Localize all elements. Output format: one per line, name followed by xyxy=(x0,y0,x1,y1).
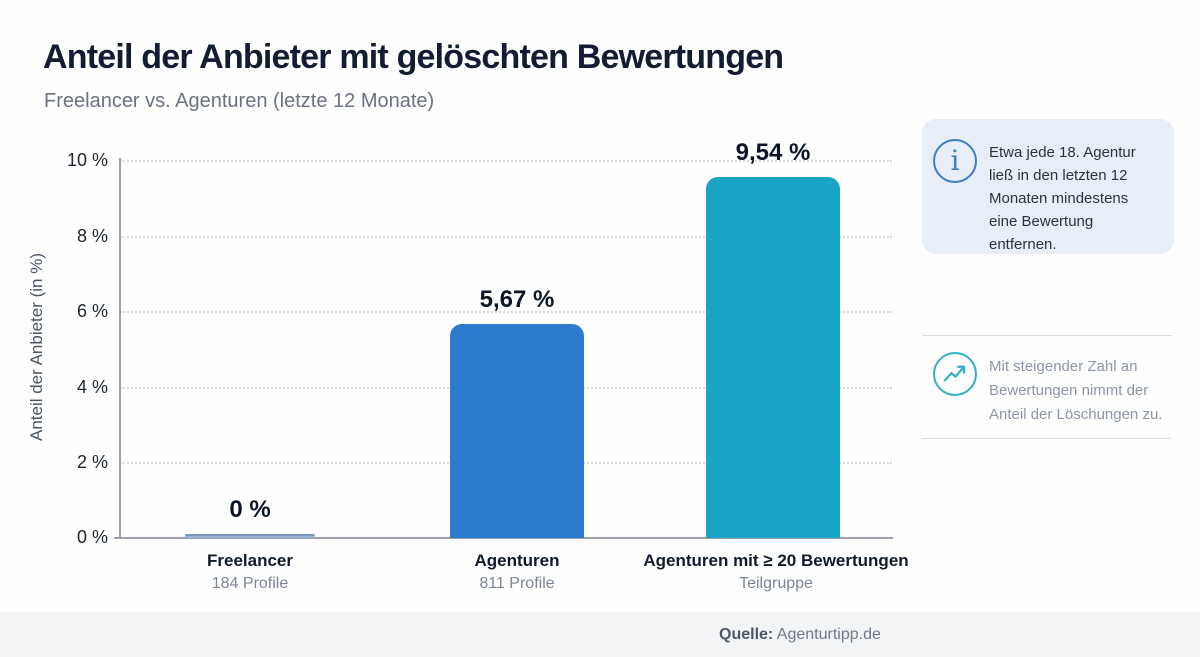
divider xyxy=(922,438,1172,439)
y-tick-6: 6 % xyxy=(76,301,108,321)
bar-agenturen-20plus xyxy=(706,177,840,538)
info-card: i Etwa jede 18. Agentur ließ in den letz… xyxy=(922,119,1174,254)
source-label: Quelle: xyxy=(719,625,774,643)
trend-note-text: Mit steigender Zahl an Bewertungen nimmt… xyxy=(989,358,1163,423)
x-axis-baseline xyxy=(114,537,893,539)
divider xyxy=(922,335,1172,336)
category-sublabel: 811 Profile xyxy=(479,575,555,592)
y-axis-label: Anteil der Anbieter (in %) xyxy=(27,252,46,442)
page-subtitle: Freelancer vs. Agenturen (letzte 12 Mona… xyxy=(44,90,435,112)
bar-value-label: 5,67 % xyxy=(479,286,555,313)
gridline-8pct xyxy=(120,236,892,238)
y-axis-line xyxy=(119,158,121,539)
category-sublabel: Teilgruppe xyxy=(739,575,813,592)
bar-group-agenturen: 5,67 % xyxy=(450,286,584,538)
y-tick-0: 0 % xyxy=(76,527,108,547)
bar-freelancer xyxy=(185,534,315,538)
footer-bar: Quelle: Agenturtipp.de xyxy=(0,612,1200,657)
x-label-agenturen-20plus: Agenturen mit ≥ 20 Bewertungen Teilgrupp… xyxy=(640,551,912,593)
y-tick-4: 4 % xyxy=(76,377,108,397)
bar-group-freelancer: 0 % xyxy=(185,496,315,538)
gridline-6pct xyxy=(120,311,892,313)
info-icon: i xyxy=(933,139,977,183)
x-label-freelancer: Freelancer 184 Profile xyxy=(150,551,350,593)
info-icon-glyph: i xyxy=(950,144,960,177)
category-label: Agenturen xyxy=(474,551,560,570)
gridline-10pct xyxy=(120,160,892,162)
trend-up-icon xyxy=(933,352,977,396)
bar-value-label: 0 % xyxy=(229,496,271,523)
x-label-agenturen: Agenturen 811 Profile xyxy=(407,551,627,593)
source-value: Agenturtipp.de xyxy=(773,625,881,643)
source-credit: Quelle: Agenturtipp.de xyxy=(719,626,881,644)
bar-agenturen xyxy=(450,324,584,538)
category-label: Freelancer xyxy=(207,551,293,570)
bar-group-agenturen-20plus: 9,54 % xyxy=(706,139,840,538)
page-title: Anteil der Anbieter mit gelöschten Bewer… xyxy=(43,38,784,76)
info-card-text: Etwa jede 18. Agentur ließ in den letzte… xyxy=(989,144,1136,253)
bar-value-label: 9,54 % xyxy=(735,139,811,166)
category-label: Agenturen mit ≥ 20 Bewertungen xyxy=(643,551,909,570)
category-sublabel: 184 Profile xyxy=(211,575,289,592)
y-tick-2: 2 % xyxy=(76,452,108,472)
y-tick-8: 8 % xyxy=(76,226,108,246)
trend-note: Mit steigender Zahl an Bewertungen nimmt… xyxy=(922,352,1180,427)
y-tick-10: 10 % xyxy=(66,150,108,170)
